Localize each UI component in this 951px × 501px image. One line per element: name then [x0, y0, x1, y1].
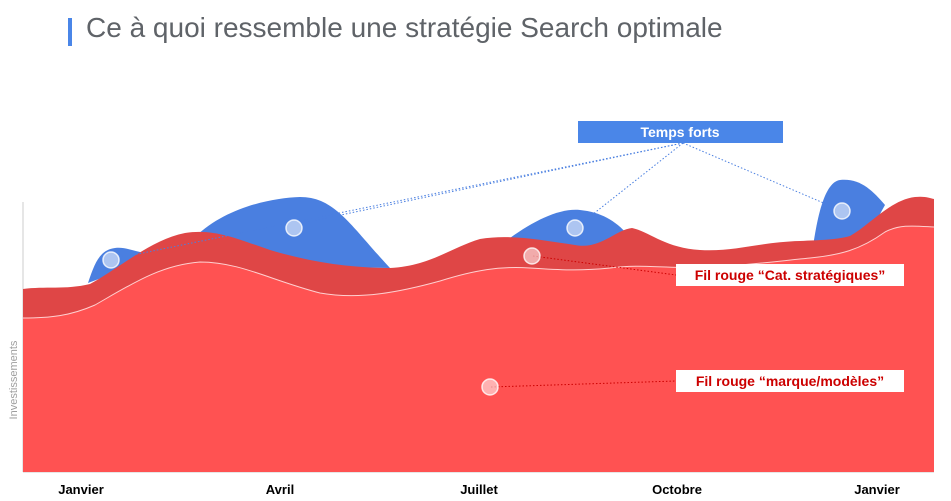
fil-rouge-connectors — [490, 255, 677, 388]
band-boundary-line — [22, 225, 935, 319]
x-tick-label-janvier-2: Janvier — [854, 482, 900, 497]
temps-forts-box — [578, 121, 783, 143]
marque-modeles-label: Fil rouge “marque/modèles” — [696, 373, 884, 389]
marker-marque-modeles — [481, 378, 499, 396]
connector-temps-fort-1 — [117, 142, 684, 259]
cat-strategiques-box — [676, 264, 904, 286]
temps-forts-connectors — [117, 142, 841, 259]
x-tick-label-janvier: Janvier — [58, 482, 104, 497]
temps-forts-label: Temps forts — [640, 124, 719, 140]
title-accent-bar — [68, 18, 72, 46]
connector-temps-fort-2 — [297, 142, 684, 225]
y-axis-label: Investissements — [8, 340, 20, 419]
marker-temps-fort-2 — [285, 219, 303, 237]
marque-modeles-box — [676, 370, 904, 392]
connector-temps-fort-4 — [682, 142, 841, 211]
x-tick-label-juillet: Juillet — [460, 482, 498, 497]
marker-cat-strategiques — [523, 247, 541, 265]
x-tick-label-avril: Avril — [266, 482, 294, 497]
marque-modeles-area — [23, 226, 934, 472]
cat-strategiques-label: Fil rouge “Cat. stratégiques” — [695, 267, 886, 283]
connector-marque-modeles — [490, 380, 677, 388]
marker-temps-fort-1 — [102, 251, 120, 269]
x-tick-label-octobre: Octobre — [652, 482, 702, 497]
connector-temps-fort-3 — [577, 142, 684, 227]
connector-cat-strategiques — [532, 255, 677, 276]
page-title: Ce à quoi ressemble une stratégie Search… — [86, 12, 723, 43]
marker-temps-fort-3 — [566, 219, 584, 237]
marker-temps-fort-4 — [833, 202, 851, 220]
